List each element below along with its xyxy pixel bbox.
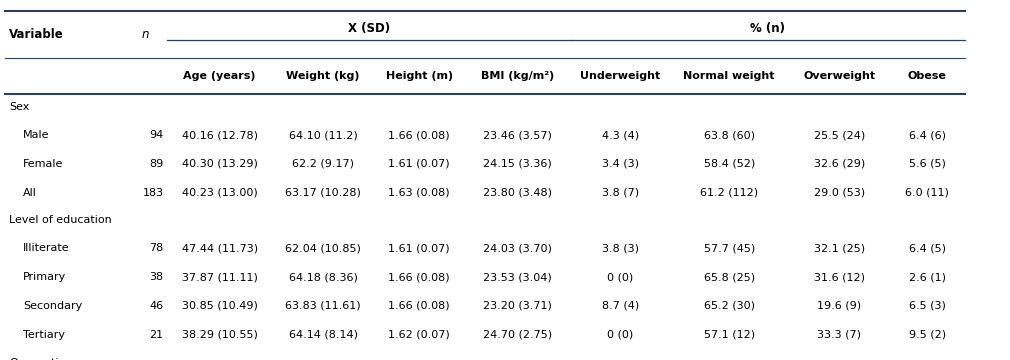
Text: 64.14 (8.14): 64.14 (8.14) — [289, 330, 358, 340]
Text: All: All — [23, 188, 37, 198]
Text: Male: Male — [23, 130, 49, 140]
Text: 32.6 (29): 32.6 (29) — [814, 159, 865, 169]
Text: 31.6 (12): 31.6 (12) — [814, 272, 865, 282]
Text: 1.61 (0.07): 1.61 (0.07) — [388, 159, 450, 169]
Text: 62.2 (9.17): 62.2 (9.17) — [292, 159, 355, 169]
Text: Age (years): Age (years) — [184, 71, 256, 81]
Text: 23.46 (3.57): 23.46 (3.57) — [483, 130, 552, 140]
Text: 1.63 (0.08): 1.63 (0.08) — [388, 188, 450, 198]
Text: 40.23 (13.00): 40.23 (13.00) — [182, 188, 258, 198]
Text: Sex: Sex — [9, 102, 29, 112]
Text: 6.0 (11): 6.0 (11) — [905, 188, 949, 198]
Text: Variable: Variable — [9, 28, 64, 41]
Text: 23.53 (3.04): 23.53 (3.04) — [483, 272, 552, 282]
Text: 6.5 (3): 6.5 (3) — [909, 301, 945, 311]
Text: 63.8 (60): 63.8 (60) — [704, 130, 754, 140]
Text: n: n — [141, 28, 149, 41]
Text: 9.5 (2): 9.5 (2) — [909, 330, 945, 340]
Text: 3.4 (3): 3.4 (3) — [602, 159, 638, 169]
Text: 89: 89 — [149, 159, 164, 169]
Text: 47.44 (11.73): 47.44 (11.73) — [182, 243, 258, 253]
Text: Obese: Obese — [908, 71, 946, 81]
Text: 8.7 (4): 8.7 (4) — [602, 301, 638, 311]
Text: Normal weight: Normal weight — [684, 71, 775, 81]
Text: 40.30 (13.29): 40.30 (13.29) — [182, 159, 258, 169]
Text: 64.10 (11.2): 64.10 (11.2) — [289, 130, 358, 140]
Text: Illiterate: Illiterate — [23, 243, 70, 253]
Text: Secondary: Secondary — [23, 301, 83, 311]
Text: 32.1 (25): 32.1 (25) — [814, 243, 865, 253]
Text: 25.5 (24): 25.5 (24) — [814, 130, 865, 140]
Text: 63.17 (10.28): 63.17 (10.28) — [285, 188, 362, 198]
Text: Occupation: Occupation — [9, 358, 73, 360]
Text: 63.83 (11.61): 63.83 (11.61) — [286, 301, 361, 311]
Text: 2.6 (1): 2.6 (1) — [909, 272, 945, 282]
Text: Underweight: Underweight — [580, 71, 661, 81]
Text: 1.62 (0.07): 1.62 (0.07) — [388, 330, 450, 340]
Text: 1.66 (0.08): 1.66 (0.08) — [388, 272, 450, 282]
Text: 0 (0): 0 (0) — [607, 330, 633, 340]
Text: 65.8 (25): 65.8 (25) — [704, 272, 754, 282]
Text: 46: 46 — [149, 301, 164, 311]
Text: 38.29 (10.55): 38.29 (10.55) — [182, 330, 258, 340]
Text: Level of education: Level of education — [9, 216, 112, 225]
Text: 24.15 (3.36): 24.15 (3.36) — [483, 159, 552, 169]
Text: 4.3 (4): 4.3 (4) — [602, 130, 638, 140]
Text: 23.20 (3.71): 23.20 (3.71) — [483, 301, 552, 311]
Text: 65.2 (30): 65.2 (30) — [704, 301, 754, 311]
Text: 6.4 (6): 6.4 (6) — [909, 130, 945, 140]
Text: 94: 94 — [149, 130, 164, 140]
Text: 5.6 (5): 5.6 (5) — [909, 159, 945, 169]
Text: 21: 21 — [149, 330, 164, 340]
Text: 24.70 (2.75): 24.70 (2.75) — [483, 330, 552, 340]
Text: 1.66 (0.08): 1.66 (0.08) — [388, 301, 450, 311]
Text: Weight (kg): Weight (kg) — [287, 71, 360, 81]
Text: 23.80 (3.48): 23.80 (3.48) — [483, 188, 552, 198]
Text: 64.18 (8.36): 64.18 (8.36) — [289, 272, 358, 282]
Text: Height (m): Height (m) — [386, 71, 452, 81]
Text: Overweight: Overweight — [803, 71, 876, 81]
Text: 1.61 (0.07): 1.61 (0.07) — [388, 243, 450, 253]
Text: 38: 38 — [149, 272, 164, 282]
Text: % (n): % (n) — [750, 22, 785, 35]
Text: 0 (0): 0 (0) — [607, 272, 633, 282]
Text: 183: 183 — [142, 188, 164, 198]
Text: 78: 78 — [149, 243, 164, 253]
Text: 62.04 (10.85): 62.04 (10.85) — [285, 243, 362, 253]
Text: Tertiary: Tertiary — [23, 330, 66, 340]
Text: Primary: Primary — [23, 272, 67, 282]
Text: 33.3 (7): 33.3 (7) — [817, 330, 862, 340]
Text: Female: Female — [23, 159, 64, 169]
Text: X (SD): X (SD) — [347, 22, 390, 35]
Text: 19.6 (9): 19.6 (9) — [817, 301, 862, 311]
Text: 57.1 (12): 57.1 (12) — [704, 330, 754, 340]
Text: 40.16 (12.78): 40.16 (12.78) — [182, 130, 258, 140]
Text: 24.03 (3.70): 24.03 (3.70) — [483, 243, 552, 253]
Text: 30.85 (10.49): 30.85 (10.49) — [182, 301, 258, 311]
Text: BMI (kg/m²): BMI (kg/m²) — [481, 71, 554, 81]
Text: 57.7 (45): 57.7 (45) — [704, 243, 754, 253]
Text: 1.66 (0.08): 1.66 (0.08) — [388, 130, 450, 140]
Text: 3.8 (7): 3.8 (7) — [602, 188, 638, 198]
Text: 6.4 (5): 6.4 (5) — [909, 243, 945, 253]
Text: 37.87 (11.11): 37.87 (11.11) — [182, 272, 258, 282]
Text: 3.8 (3): 3.8 (3) — [602, 243, 638, 253]
Text: 29.0 (53): 29.0 (53) — [814, 188, 865, 198]
Text: 58.4 (52): 58.4 (52) — [704, 159, 754, 169]
Text: 61.2 (112): 61.2 (112) — [700, 188, 759, 198]
